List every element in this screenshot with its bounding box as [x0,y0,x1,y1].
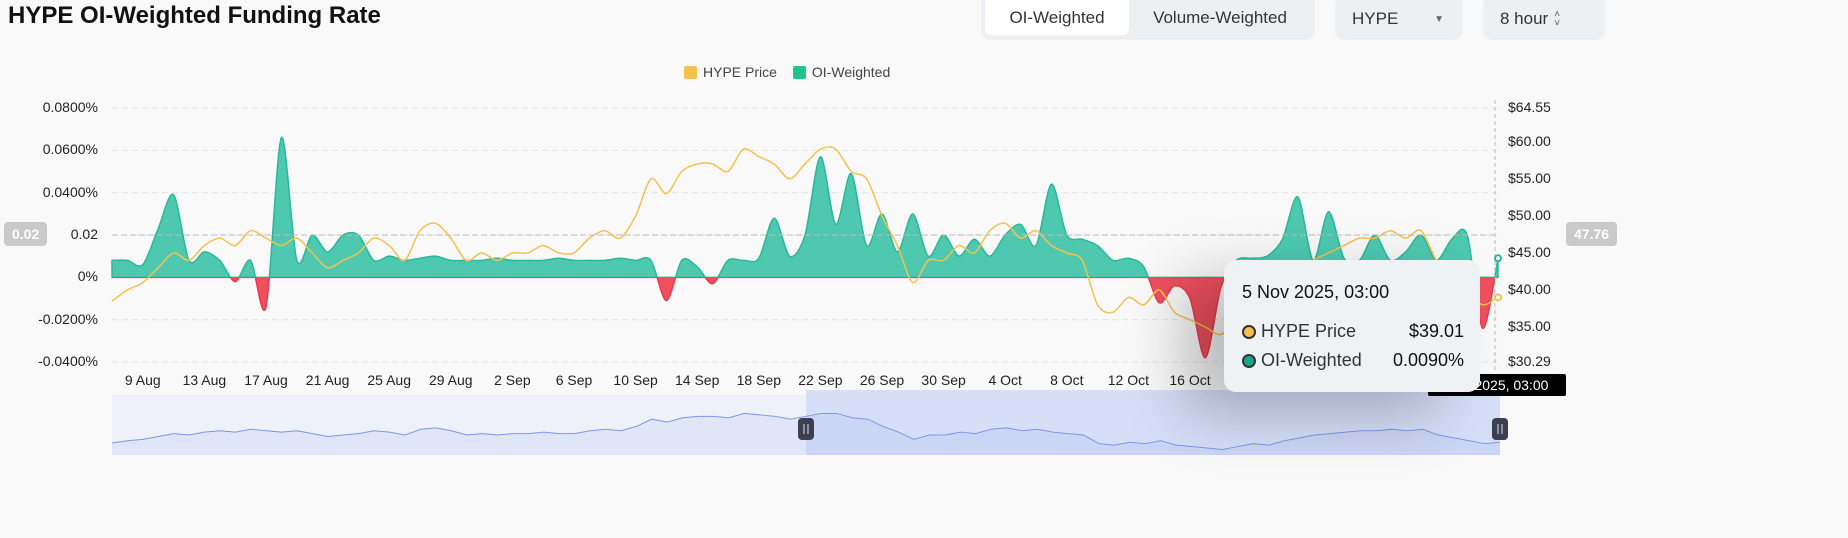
legend-item-oi[interactable]: OI-Weighted [792,64,891,80]
x-tick: 14 Sep [675,372,720,388]
tooltip-date: 5 Nov 2025, 03:00 [1242,282,1390,302]
y-right-tick: $60.00 [1508,132,1551,149]
x-tick: 26 Sep [859,372,905,388]
x-tick: 13 Aug [182,372,227,388]
y-left-tick: 0.02 [70,226,98,242]
y-right-tick: $45.00 [1508,243,1551,260]
price-dot-icon [1242,324,1256,339]
sort-arrows-icon: ˄ ˅ [1554,9,1561,29]
caret-down-icon: ▼ [1434,13,1444,25]
tooltip-label: HYPE Price [1261,321,1357,341]
tooltip-row-price: HYPE Price $39.01 [1242,321,1464,342]
navigator-line [111,412,1501,450]
y-left-tick: 0% [77,268,98,285]
tooltip: 5 Nov 2025, 03:00 HYPE Price $39.01 OI-W… [1224,260,1480,392]
crosshair-y-left-label: 0.02 [4,222,48,246]
y-left-tick: 0.0800% [42,99,98,115]
tab-oi-weighted[interactable]: OI-Weighted [985,0,1129,35]
legend-label-oi: OI-Weighted [811,64,891,80]
x-tick: 16 Oct [1169,372,1211,388]
tab-volume-weighted[interactable]: Volume-Weighted [1153,7,1287,27]
x-tick: 12 Oct [1107,372,1150,388]
crosshair-y-right-label: 47.76 [1566,222,1618,246]
y-left-tick: -0.0400% [38,353,98,369]
y-right-tick: $50.00 [1508,206,1551,223]
legend-swatch-oi [792,66,806,79]
y-right-tick: $55.00 [1508,169,1551,186]
y-right-tick: $30.29 [1508,353,1551,369]
navigator-selection[interactable] [806,390,1500,455]
page-title: HYPE OI-Weighted Funding Rate [8,2,381,29]
hover-point-funding [1494,254,1502,263]
asset-select[interactable]: HYPE ▼ [1336,0,1462,38]
x-tick: 9 Aug [124,372,161,388]
legend-item-price[interactable]: HYPE Price [684,64,777,80]
interval-select-value: 8 hour [1500,9,1549,28]
navigator-handle-right[interactable] [1492,418,1508,440]
y-right-tick: $40.00 [1508,281,1551,297]
asset-select-value: HYPE [1352,9,1399,28]
y-left-tick: 0.0400% [42,183,98,200]
chart-legend: HYPE Price OI-Weighted [684,64,890,80]
hover-point-price [1494,293,1502,302]
y-left-tick: -0.0200% [38,310,98,327]
x-tick: 25 Aug [367,372,411,388]
y-left-tick: 0.0600% [42,141,98,158]
x-tick: 30 Sep [921,372,966,388]
x-tick: 2 Sep [494,372,531,388]
x-tick: 4 Oct [988,372,1022,388]
tooltip-value: $39.01 [1408,321,1464,341]
legend-label-price: HYPE Price [703,64,777,80]
tooltip-row-oi: OI-Weighted 0.0090% [1242,350,1464,371]
x-tick: 17 Aug [244,372,288,388]
tooltip-value: 0.0090% [1392,350,1464,370]
x-tick: 10 Sep [613,372,658,388]
navigator-handle-left[interactable] [798,418,814,440]
y-right-tick: $35.00 [1508,318,1551,335]
weighting-toggle: OI-Weighted Volume-Weighted [982,0,1314,38]
interval-select[interactable]: 8 hour ˄ ˅ [1484,0,1604,38]
x-tick: 8 Oct [1050,372,1084,388]
legend-swatch-price [684,66,697,79]
x-tick: 6 Sep [555,372,593,388]
x-tick: 29 Aug [428,372,473,388]
x-tick: 18 Sep [736,372,781,388]
y-right-tick: $64.55 [1508,99,1551,115]
tooltip-label: OI-Weighted [1261,350,1362,370]
oi-dot-icon [1242,353,1256,368]
x-tick: 22 Sep [798,372,843,388]
x-tick: 21 Aug [305,372,350,388]
